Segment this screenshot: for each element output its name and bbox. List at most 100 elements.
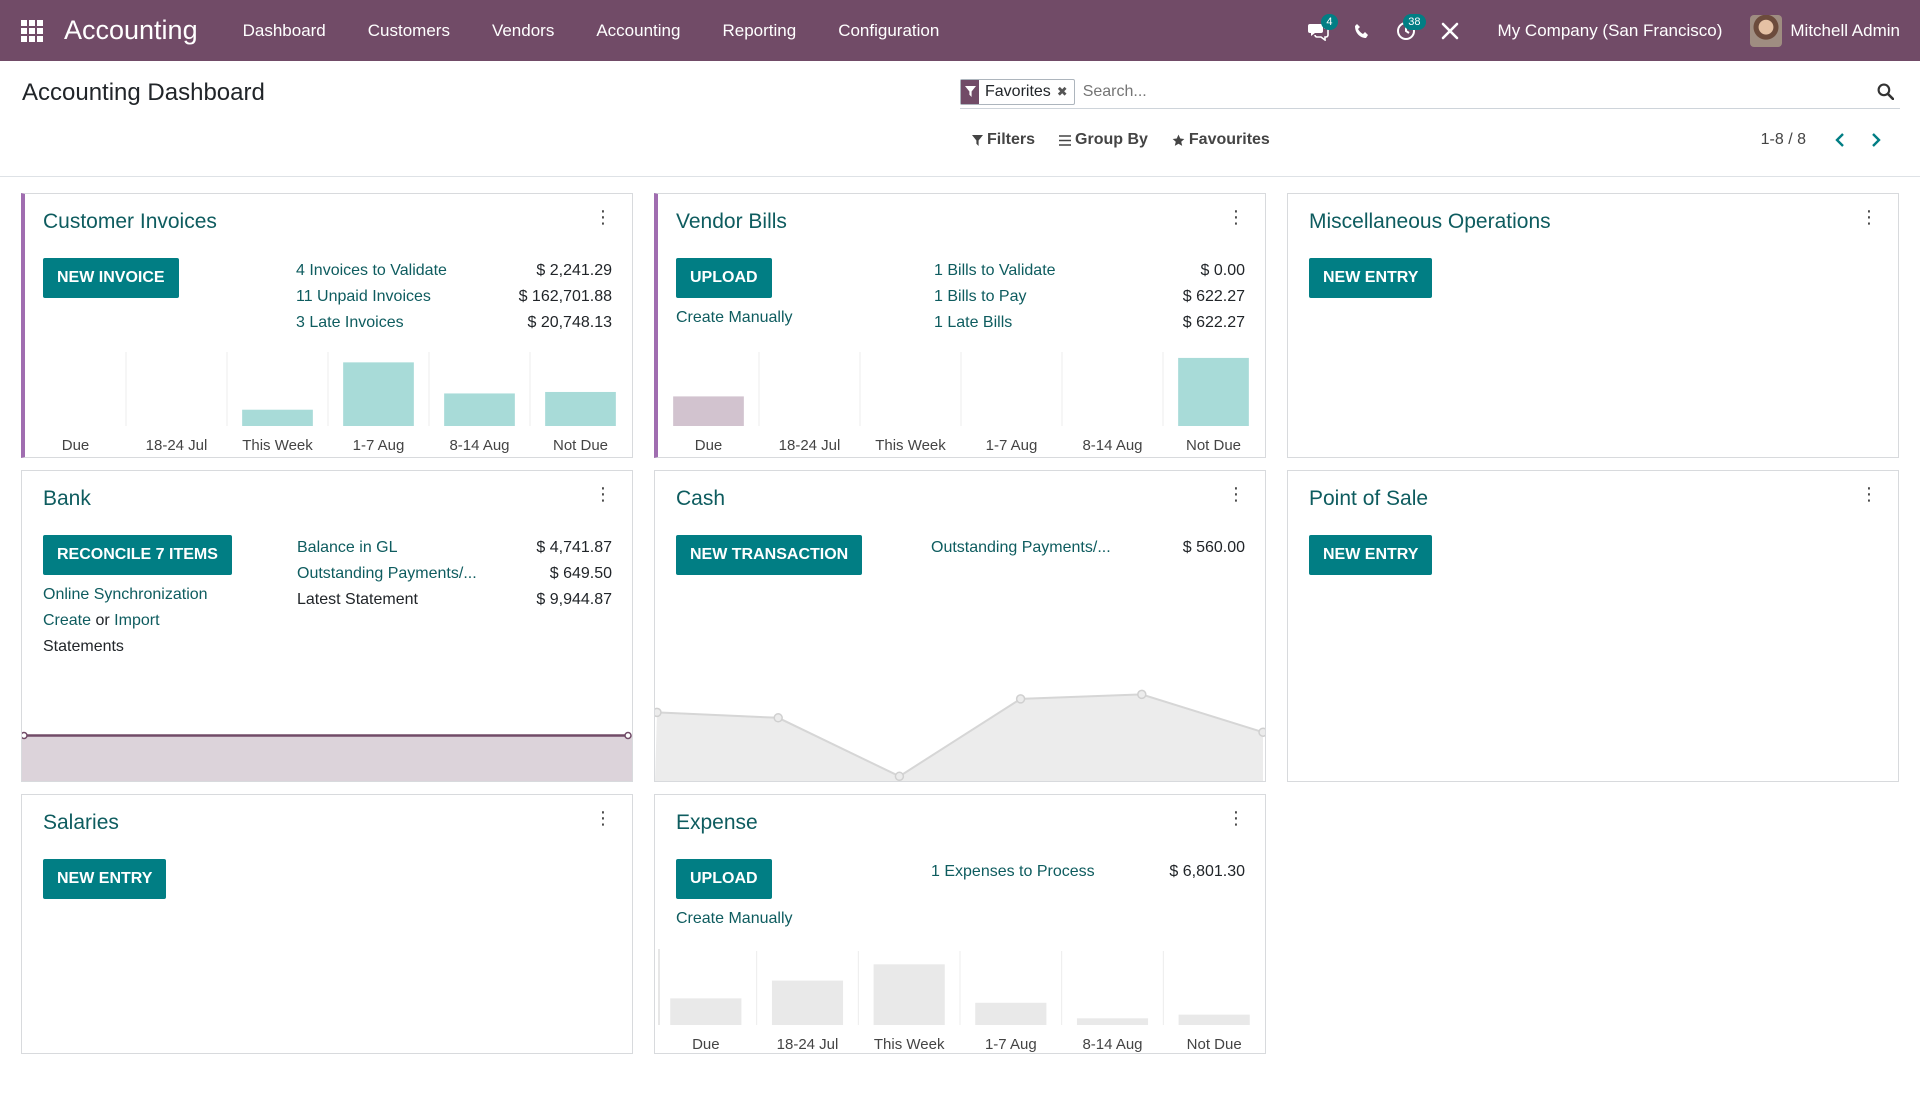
- chart-bar[interactable]: [444, 393, 515, 426]
- phone-button[interactable]: [1340, 0, 1384, 61]
- groupby-toggle[interactable]: Group By: [1059, 131, 1148, 149]
- kebab-menu-icon[interactable]: ⋮: [1227, 207, 1245, 227]
- new-entry-button[interactable]: NEW ENTRY: [43, 859, 167, 899]
- invoices-to-validate-link[interactable]: 4 Invoices to Validate: [296, 262, 447, 279]
- activities-button[interactable]: 38: [1384, 0, 1428, 61]
- outstanding-payments-link[interactable]: Outstanding Payments/...: [931, 539, 1111, 556]
- chevron-right-icon: [1872, 133, 1881, 147]
- balance-gl-link[interactable]: Balance in GL: [297, 539, 398, 556]
- upload-bill-button[interactable]: UPLOAD: [676, 258, 772, 298]
- chart-tick-label: Not Due: [1186, 437, 1241, 454]
- new-entry-button[interactable]: NEW ENTRY: [1309, 258, 1433, 298]
- chart-point[interactable]: [1137, 689, 1147, 700]
- app-brand[interactable]: Accounting: [64, 15, 198, 45]
- expense-aging-chart[interactable]: Due 18-24 Jul This Week 1-7 Aug 8-14 Aug Not …: [655, 943, 1265, 1055]
- new-invoice-button[interactable]: NEW INVOICE: [43, 258, 179, 298]
- chart-bar[interactable]: [242, 409, 313, 426]
- phone-icon: [1354, 23, 1368, 38]
- menu-dashboard[interactable]: Dashboard: [242, 20, 326, 40]
- card-title[interactable]: Salaries: [43, 811, 119, 834]
- favourites-toggle[interactable]: Favourites: [1172, 131, 1270, 149]
- search-input[interactable]: [1082, 82, 1870, 101]
- kebab-menu-icon[interactable]: ⋮: [594, 808, 612, 828]
- vendor-bills-card: Vendor Bills ⋮ UPLOAD Create Manually 1 …: [654, 193, 1266, 458]
- chart-bar[interactable]: [545, 391, 616, 426]
- card-title[interactable]: Vendor Bills: [676, 210, 787, 233]
- chart-bar[interactable]: [873, 964, 945, 1025]
- debug-tools-button[interactable]: [1428, 0, 1472, 61]
- bills-to-validate-link[interactable]: 1 Bills to Validate: [934, 262, 1056, 279]
- kebab-menu-icon[interactable]: ⋮: [1860, 484, 1878, 504]
- card-title[interactable]: Bank: [43, 487, 91, 510]
- chart-point[interactable]: [624, 731, 632, 740]
- upload-expense-button[interactable]: UPLOAD: [676, 859, 772, 899]
- new-transaction-button[interactable]: NEW TRANSACTION: [676, 535, 863, 575]
- online-sync-link[interactable]: Online Synchronization: [43, 586, 208, 603]
- unpaid-invoices-link[interactable]: 11 Unpaid Invoices: [296, 288, 431, 305]
- late-bills-link[interactable]: 1 Late Bills: [934, 314, 1013, 331]
- chart-bar[interactable]: [1178, 357, 1249, 426]
- chart-point[interactable]: [773, 713, 783, 723]
- outstanding-payments-amount: $ 560.00: [1182, 539, 1245, 556]
- facet-remove-icon[interactable]: ✖: [1056, 83, 1068, 99]
- menu-configuration[interactable]: Configuration: [838, 20, 940, 40]
- chevron-left-icon: [1835, 133, 1844, 147]
- menu-reporting[interactable]: Reporting: [722, 20, 797, 40]
- card-title[interactable]: Expense: [676, 811, 758, 834]
- cash-balance-chart[interactable]: [655, 681, 1265, 781]
- outstanding-payments-link[interactable]: Outstanding Payments/...: [297, 565, 477, 582]
- chart-tick-label: Not Due: [1187, 1036, 1242, 1053]
- filters-toggle[interactable]: Filters: [972, 131, 1035, 149]
- import-statement-link[interactable]: Import: [114, 612, 160, 629]
- card-title[interactable]: Point of Sale: [1309, 487, 1429, 510]
- pager-previous-button[interactable]: [1822, 132, 1858, 148]
- kebab-menu-icon[interactable]: ⋮: [1227, 808, 1245, 828]
- kebab-menu-icon[interactable]: ⋮: [594, 207, 612, 227]
- chart-bar[interactable]: [1076, 1018, 1149, 1025]
- balance-gl-amount: $ 4,741.87: [536, 539, 612, 556]
- chart-bar[interactable]: [771, 980, 844, 1025]
- chart-bar[interactable]: [670, 998, 742, 1025]
- bills-to-pay-link[interactable]: 1 Bills to Pay: [934, 288, 1027, 305]
- kebab-menu-icon[interactable]: ⋮: [594, 484, 612, 504]
- company-switcher[interactable]: My Company (San Francisco): [1497, 20, 1723, 40]
- card-title[interactable]: Customer Invoices: [43, 210, 217, 233]
- create-manually-link[interactable]: Create Manually: [676, 910, 793, 927]
- kebab-menu-icon[interactable]: ⋮: [1860, 207, 1878, 227]
- kebab-menu-icon[interactable]: ⋮: [1227, 484, 1245, 504]
- chart-bar[interactable]: [1178, 1014, 1250, 1025]
- messages-button[interactable]: 4: [1296, 0, 1340, 61]
- bills-aging-chart[interactable]: Due 18-24 Jul This Week 1-7 Aug 8-14 Aug Not …: [658, 344, 1264, 456]
- menu-customers[interactable]: Customers: [367, 20, 450, 40]
- late-invoices-link[interactable]: 3 Late Invoices: [296, 314, 404, 331]
- apps-menu-icon[interactable]: [0, 0, 64, 61]
- bank-balance-chart[interactable]: [22, 711, 632, 781]
- new-entry-button[interactable]: NEW ENTRY: [1309, 535, 1433, 575]
- chart-tick-label: 18-24 Jul: [777, 1036, 839, 1053]
- menu-accounting[interactable]: Accounting: [596, 20, 681, 40]
- chart-point[interactable]: [655, 707, 662, 718]
- chart-point[interactable]: [1015, 694, 1026, 704]
- filters-label: Filters: [987, 131, 1036, 148]
- customer-invoices-card: Customer Invoices ⋮ NEW INVOICE 4 Invoic…: [21, 193, 633, 458]
- search-icon[interactable]: [1870, 83, 1900, 100]
- pager-value[interactable]: 1-8 / 8: [1760, 131, 1806, 148]
- menu-vendors[interactable]: Vendors: [491, 20, 555, 40]
- user-menu[interactable]: Mitchell Admin: [1750, 14, 1900, 47]
- card-title[interactable]: Cash: [676, 487, 726, 510]
- chart-bar[interactable]: [975, 1002, 1047, 1025]
- chart-point[interactable]: [1258, 727, 1265, 737]
- expenses-to-process-link[interactable]: 1 Expenses to Process: [931, 863, 1095, 880]
- cash-card: Cash ⋮ NEW TRANSACTION Outstanding Payme…: [654, 470, 1266, 782]
- chart-tick-label: 8-14 Aug: [1082, 1036, 1142, 1053]
- create-statement-link[interactable]: Create: [43, 612, 92, 629]
- create-manually-link[interactable]: Create Manually: [676, 309, 793, 326]
- chart-point[interactable]: [22, 731, 28, 740]
- chart-bar[interactable]: [673, 396, 744, 426]
- reconcile-button[interactable]: RECONCILE 7 ITEMS: [43, 535, 232, 575]
- chart-point[interactable]: [894, 771, 905, 781]
- card-title[interactable]: Miscellaneous Operations: [1309, 210, 1551, 233]
- chart-bar[interactable]: [343, 362, 414, 426]
- invoices-aging-chart[interactable]: Due 18-24 Jul This Week 1-7 Aug 8-14 Aug Not …: [25, 344, 631, 456]
- pager-next-button[interactable]: [1858, 132, 1894, 148]
